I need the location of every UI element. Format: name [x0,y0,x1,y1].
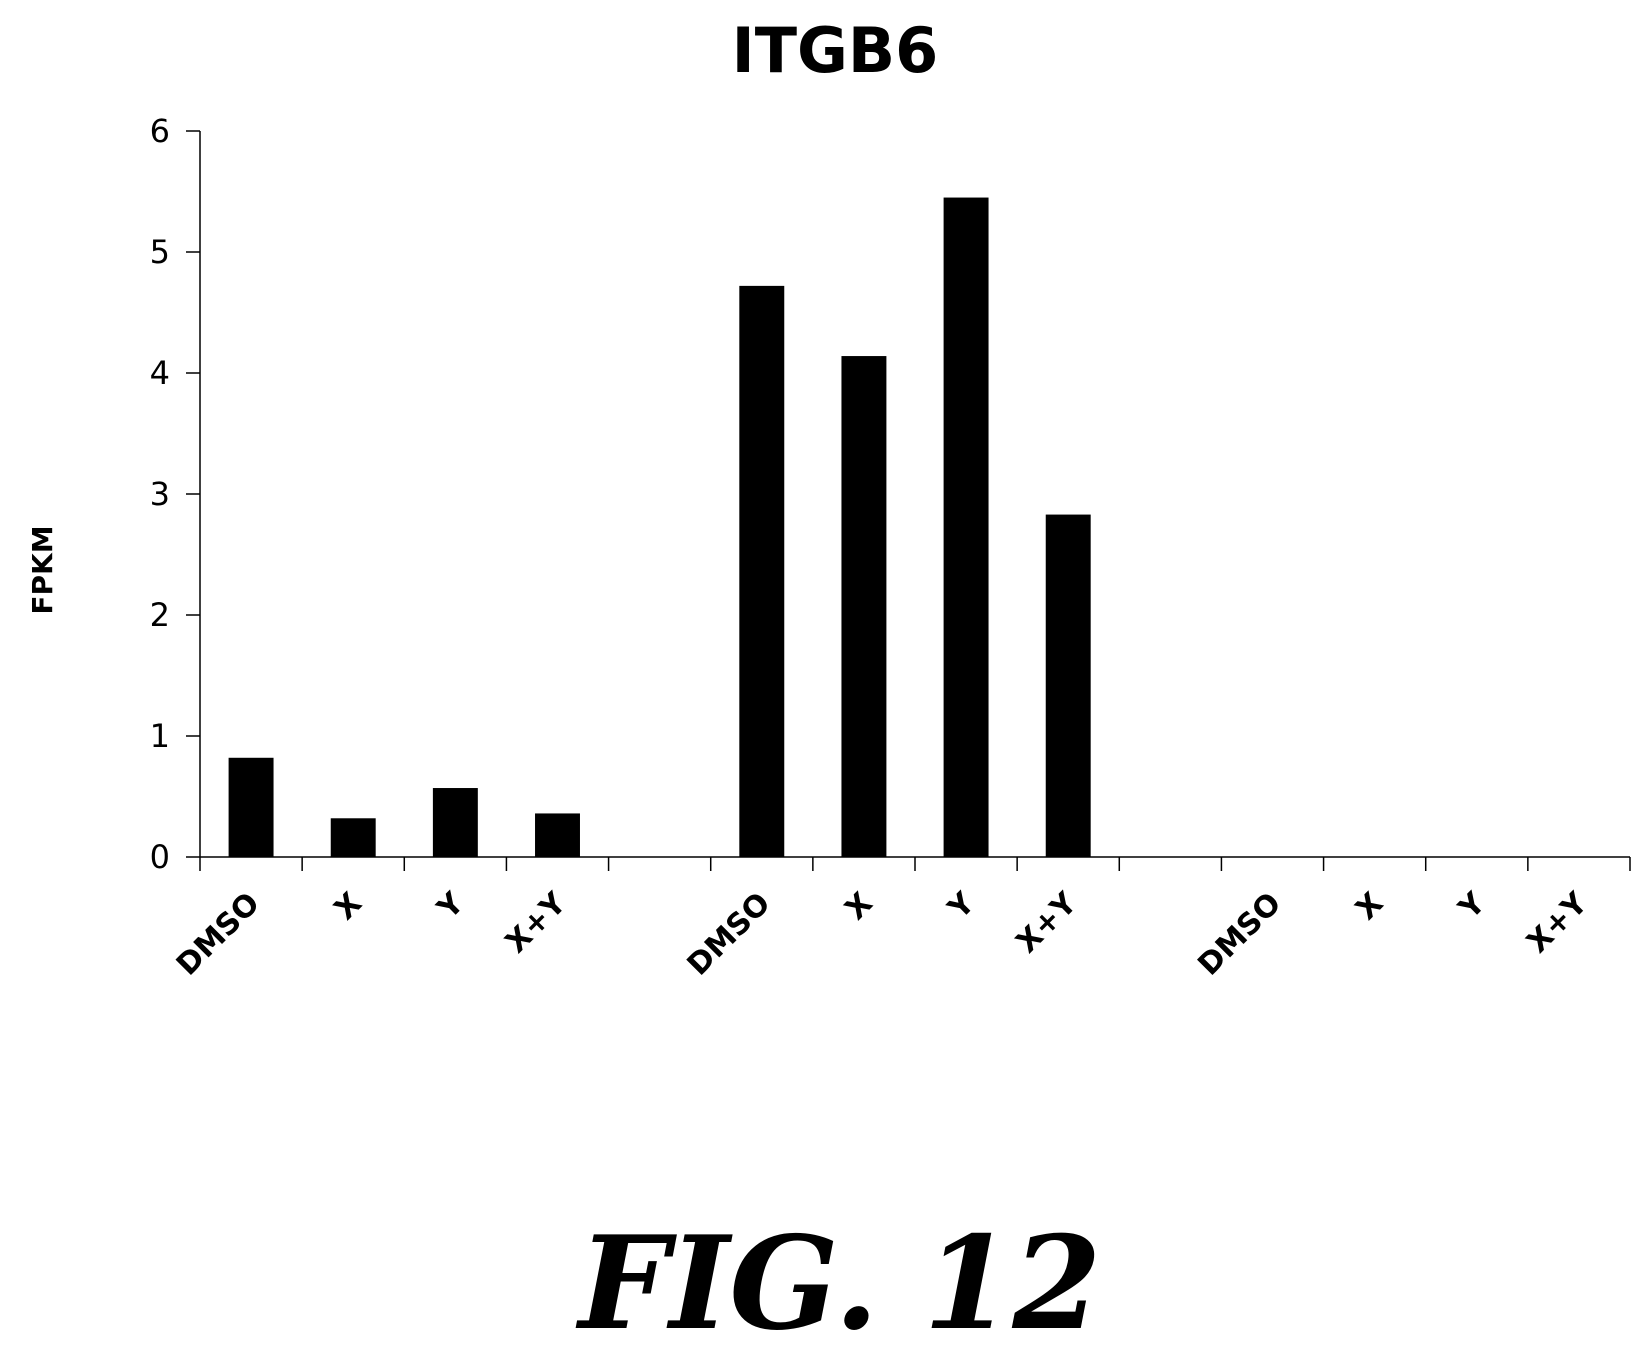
y-tick-label: 0 [150,838,170,876]
figure-caption: FIG. 12 [576,1209,1102,1352]
bar [841,356,887,857]
y-tick-label: 3 [150,475,170,513]
x-tick-label: DMSO [1191,886,1288,983]
x-tick-label: X+Y [499,885,574,960]
y-tick-label: 4 [150,354,170,392]
bar [739,285,785,857]
y-axis-label: FPKM [26,525,59,614]
x-tick-label: X [1349,886,1390,927]
bar [330,818,376,857]
plot-area: 0 1 2 3 4 5 6 DMSO X Y X+Y DMSO X Y X+Y DMSO X Y X+Y [150,112,1631,983]
y-tick-label: 5 [150,233,170,271]
bar [432,788,478,857]
x-tick-label: Y [1452,885,1494,927]
y-tick-label: 6 [150,112,170,150]
bar [1045,514,1091,857]
x-tick-label: Y [430,885,472,927]
chart-title: ITGB6 [732,14,939,87]
y-tick-label: 1 [150,717,170,755]
x-tick-label: DMSO [170,886,267,983]
y-tick-label: 2 [150,596,170,634]
x-tick-label: X+Y [1010,885,1085,960]
bar [943,197,989,858]
x-tick-label: DMSO [681,886,778,983]
x-tick-label: X [328,886,369,927]
bar [228,757,274,857]
x-tick-label: X [838,886,879,927]
x-tick-label: Y [941,885,983,927]
x-tick-label: X+Y [1520,885,1595,960]
bar [535,813,580,857]
